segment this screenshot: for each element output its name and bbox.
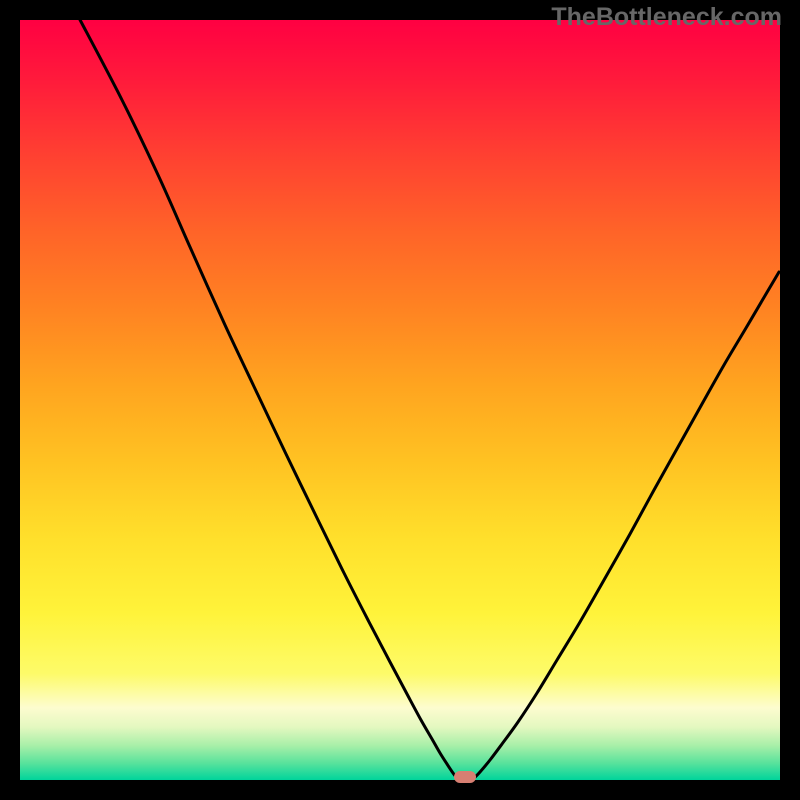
chart-svg [0, 0, 800, 800]
plot-background [20, 20, 780, 780]
watermark-text: TheBottleneck.com [551, 3, 782, 32]
bottleneck-chart: TheBottleneck.com [0, 0, 800, 800]
optimal-marker [454, 771, 476, 783]
